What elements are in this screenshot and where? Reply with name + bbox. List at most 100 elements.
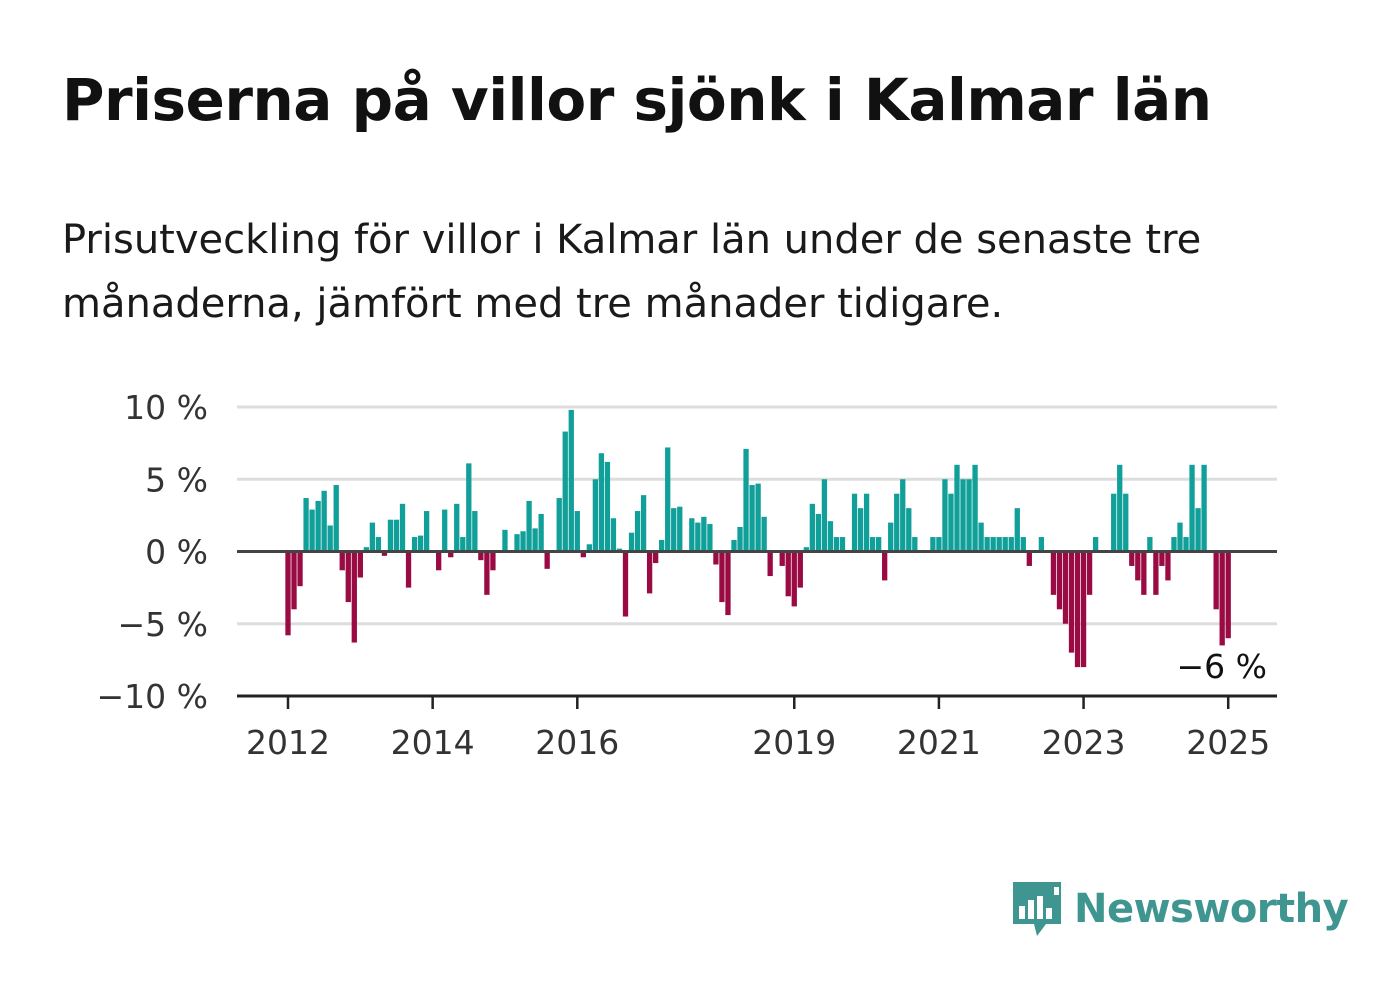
x-tick-label: 2016 <box>535 723 619 762</box>
bar <box>960 479 966 552</box>
bar <box>423 511 430 552</box>
bar <box>640 495 647 552</box>
bar <box>906 508 912 552</box>
bar <box>580 551 586 558</box>
bar <box>695 522 701 552</box>
bar <box>562 431 568 552</box>
bar <box>996 537 1002 552</box>
bar <box>701 516 707 552</box>
bar <box>888 522 894 552</box>
bar <box>1195 508 1201 552</box>
bar <box>966 479 972 552</box>
bar <box>869 537 876 552</box>
bar <box>1111 493 1117 552</box>
bar-chart-speech-bubble-icon <box>1013 882 1061 936</box>
y-tick-label: −5 % <box>118 605 209 644</box>
bar <box>1135 551 1141 581</box>
bar <box>327 525 333 552</box>
bar <box>345 551 351 603</box>
bar <box>532 528 538 552</box>
bar <box>466 463 472 552</box>
bar <box>875 537 882 552</box>
x-tick-label: 2021 <box>897 723 981 762</box>
annotations: −6 % <box>1177 647 1268 686</box>
bar <box>556 498 562 552</box>
bar <box>1147 537 1153 552</box>
bar <box>719 551 725 603</box>
bar <box>592 479 599 552</box>
y-tick-label: 0 % <box>145 533 208 572</box>
bar <box>628 532 635 552</box>
bar <box>737 526 743 552</box>
bar <box>514 534 520 552</box>
last-value-label: −6 % <box>1177 647 1268 686</box>
bar <box>815 513 822 552</box>
bar <box>1171 537 1177 552</box>
bar <box>387 519 394 552</box>
bar <box>1008 537 1014 552</box>
grid-lines <box>237 405 1277 626</box>
bar <box>978 522 984 552</box>
bar <box>749 485 755 552</box>
newsworthy-logo: Newsworthy <box>1010 878 1349 940</box>
bar <box>1074 551 1081 668</box>
bar <box>1189 464 1195 552</box>
bar <box>351 551 357 643</box>
bar <box>809 503 815 552</box>
bar <box>900 479 906 552</box>
bar <box>411 537 418 552</box>
bar <box>315 500 321 552</box>
bar <box>767 551 773 577</box>
bar <box>574 511 580 552</box>
bar <box>484 551 490 595</box>
axes <box>237 550 1277 698</box>
bar <box>502 529 508 552</box>
bar <box>339 551 345 571</box>
bar <box>1056 551 1063 610</box>
bar <box>375 537 382 552</box>
bar <box>357 551 363 578</box>
bar <box>659 539 665 552</box>
bar <box>598 453 605 552</box>
bar <box>646 551 653 594</box>
bar <box>544 551 550 569</box>
bar <box>393 519 400 552</box>
bar <box>1219 551 1225 646</box>
bar <box>1153 551 1159 595</box>
bar <box>1123 493 1129 552</box>
bar <box>634 511 641 552</box>
bar <box>797 551 803 588</box>
bar <box>1129 551 1135 566</box>
bar <box>707 524 713 552</box>
bar <box>857 508 864 552</box>
bar <box>369 522 376 552</box>
x-tick-label: 2012 <box>246 723 330 762</box>
bar <box>454 503 460 552</box>
bar <box>821 479 828 552</box>
bar <box>665 447 671 552</box>
bar <box>912 537 918 552</box>
x-axis-labels: 2012 2014 2016 2019 2021 2023 2025 <box>246 696 1270 762</box>
bar <box>833 537 840 552</box>
bar <box>990 537 996 552</box>
bar <box>405 551 412 588</box>
bar <box>1080 551 1087 668</box>
bar <box>472 511 478 552</box>
bar <box>1062 551 1069 624</box>
x-tick-label: 2014 <box>391 723 475 762</box>
bar <box>1201 464 1207 552</box>
bar <box>309 509 315 552</box>
bar <box>1014 508 1020 552</box>
bar <box>689 518 695 552</box>
bar <box>677 506 683 552</box>
bar <box>381 551 388 556</box>
bar <box>1086 551 1093 595</box>
bar <box>1183 537 1189 552</box>
bar <box>1038 537 1045 552</box>
bar <box>731 539 737 552</box>
bar <box>1020 537 1026 552</box>
bar <box>568 409 574 552</box>
bar <box>894 493 900 552</box>
bar <box>490 551 496 571</box>
